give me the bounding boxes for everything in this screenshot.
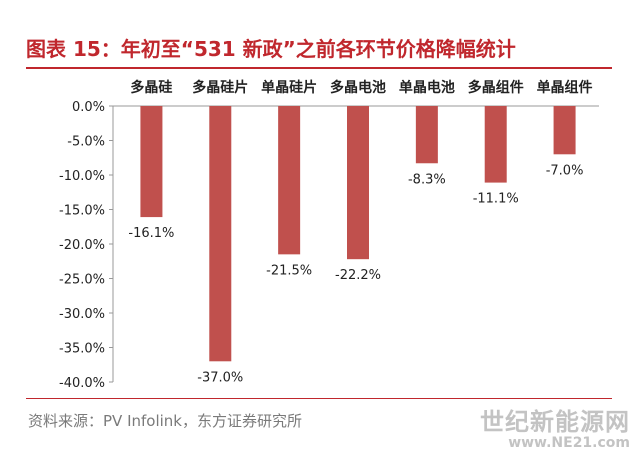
data-label: -37.0% [197, 370, 243, 385]
category-labels: 多晶硅 多晶硅片 单晶硅片 多晶电池 单晶电池 多晶组件 单晶组件 [130, 79, 592, 96]
category-label: 多晶硅片 [192, 79, 248, 96]
y-tick-label: -20.0% [59, 238, 105, 253]
watermark-en: www.NE21.com [508, 435, 630, 451]
bar-2 [209, 106, 232, 362]
category-label: 单晶组件 [537, 79, 593, 96]
watermark: 世纪新能源网 www.NE21.com [480, 402, 630, 451]
y-tick-label: 0.0% [72, 100, 105, 115]
data-labels: -16.1% -37.0% -21.5% -22.2% -8.3% -11.1% -7.0% [128, 163, 583, 385]
y-tick-label: -25.0% [59, 273, 105, 288]
bar-1 [140, 106, 163, 218]
watermark-cn: 世纪新能源网 [480, 408, 630, 436]
bar-7 [553, 106, 576, 155]
category-label: 单晶电池 [399, 79, 455, 96]
y-tick-label: -30.0% [59, 307, 105, 322]
bar-chart: 多晶硅 多晶硅片 单晶硅片 多晶电池 单晶电池 多晶组件 单晶组件 0.0% -5.0% -10… [59, 79, 599, 391]
top-banner [0, 0, 640, 16]
bar-6 [484, 106, 507, 183]
category-label: 多晶组件 [468, 79, 524, 96]
chart-title: 图表 15：年初至“531 新政”之前各环节价格降幅统计 [26, 37, 516, 61]
data-label: -21.5% [266, 263, 312, 278]
source-note: 资料来源：PV Infolink，东方证券研究所 [28, 412, 302, 430]
data-label: -7.0% [546, 163, 584, 178]
bars [140, 106, 576, 362]
y-tick-label: -10.0% [59, 169, 105, 184]
footer-divider [26, 398, 612, 399]
data-label: -16.1% [128, 226, 174, 241]
category-label: 多晶电池 [330, 79, 386, 96]
data-label: -11.1% [473, 192, 519, 207]
data-label: -8.3% [408, 172, 446, 187]
y-tick-label: -35.0% [59, 342, 105, 357]
y-tick-label: -15.0% [59, 204, 105, 219]
y-axis: 0.0% -5.0% -10.0% -15.0% -20.0% -25.0% -30.0% -… [59, 100, 599, 391]
category-label: 多晶硅 [130, 79, 172, 96]
data-label: -22.2% [335, 268, 381, 283]
bar-3 [278, 106, 301, 255]
bar-4 [347, 106, 369, 260]
y-tick-label: -40.0% [59, 376, 105, 391]
title-divider [26, 67, 612, 69]
bar-5 [415, 106, 438, 164]
category-label: 单晶硅片 [261, 79, 317, 96]
y-tick-label: -5.0% [67, 135, 105, 150]
